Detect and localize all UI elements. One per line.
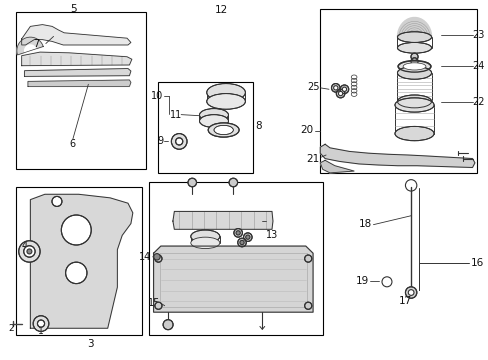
Ellipse shape (65, 262, 87, 284)
Ellipse shape (155, 255, 162, 262)
Text: 16: 16 (470, 258, 483, 268)
Ellipse shape (331, 84, 339, 92)
Text: 1: 1 (38, 327, 44, 336)
Text: 4: 4 (21, 242, 28, 251)
Ellipse shape (394, 126, 433, 141)
Ellipse shape (163, 320, 173, 330)
Ellipse shape (153, 253, 160, 260)
Ellipse shape (243, 233, 252, 242)
Text: 3: 3 (87, 339, 94, 348)
Text: 21: 21 (305, 154, 319, 163)
Bar (148, 182, 322, 336)
Ellipse shape (405, 287, 416, 298)
Text: 19: 19 (355, 276, 368, 287)
Text: 18: 18 (359, 219, 372, 229)
Text: 22: 22 (471, 97, 484, 107)
Bar (320, 9, 476, 173)
Ellipse shape (61, 215, 91, 245)
Text: 5: 5 (70, 4, 77, 14)
Text: 8: 8 (255, 121, 261, 131)
Ellipse shape (394, 98, 433, 112)
Text: 24: 24 (471, 61, 484, 71)
Ellipse shape (407, 290, 413, 296)
Polygon shape (17, 37, 43, 55)
Ellipse shape (245, 235, 249, 239)
Polygon shape (30, 194, 133, 328)
Ellipse shape (155, 302, 162, 309)
Polygon shape (153, 246, 312, 312)
Ellipse shape (208, 123, 239, 137)
Polygon shape (397, 18, 431, 37)
Ellipse shape (52, 197, 62, 206)
Ellipse shape (206, 84, 245, 102)
Polygon shape (320, 160, 353, 173)
Text: 12: 12 (214, 5, 227, 15)
Ellipse shape (236, 231, 240, 235)
Ellipse shape (397, 42, 431, 53)
Text: 2: 2 (8, 324, 14, 333)
Text: 10: 10 (151, 91, 163, 101)
Text: 7: 7 (33, 39, 39, 49)
Ellipse shape (171, 134, 186, 149)
Ellipse shape (397, 95, 431, 108)
Ellipse shape (402, 63, 425, 70)
Text: 23: 23 (471, 30, 484, 40)
Ellipse shape (38, 320, 44, 327)
Ellipse shape (19, 241, 40, 262)
Ellipse shape (333, 86, 337, 90)
Polygon shape (21, 24, 131, 45)
Polygon shape (24, 68, 131, 76)
Polygon shape (173, 211, 272, 229)
Ellipse shape (190, 230, 219, 243)
Ellipse shape (410, 58, 417, 65)
Ellipse shape (397, 66, 431, 79)
Text: 25: 25 (306, 82, 319, 92)
Ellipse shape (33, 316, 49, 332)
Text: 14: 14 (139, 252, 151, 262)
Ellipse shape (199, 109, 228, 121)
Bar (158, 82, 252, 173)
Ellipse shape (338, 91, 342, 96)
Ellipse shape (214, 125, 233, 135)
Text: 9: 9 (157, 136, 163, 146)
Ellipse shape (187, 178, 196, 187)
Ellipse shape (336, 89, 344, 98)
Ellipse shape (199, 114, 228, 127)
Text: 20: 20 (299, 125, 312, 135)
Text: 17: 17 (398, 296, 411, 306)
Ellipse shape (397, 61, 430, 72)
Ellipse shape (228, 178, 237, 187)
Polygon shape (320, 144, 474, 167)
Polygon shape (21, 52, 132, 66)
Ellipse shape (190, 237, 219, 249)
Ellipse shape (233, 229, 242, 237)
Text: 15: 15 (147, 298, 160, 308)
Ellipse shape (410, 53, 417, 60)
Ellipse shape (237, 238, 246, 247)
Ellipse shape (175, 138, 183, 145)
Ellipse shape (397, 32, 431, 42)
Bar (16, 12, 146, 169)
Text: 13: 13 (265, 230, 278, 240)
Bar (16, 187, 141, 336)
Ellipse shape (206, 94, 245, 109)
Ellipse shape (27, 249, 32, 254)
Polygon shape (28, 80, 131, 86)
Ellipse shape (342, 87, 346, 91)
Text: 11: 11 (169, 110, 182, 120)
Ellipse shape (304, 302, 311, 309)
Ellipse shape (240, 240, 244, 245)
Ellipse shape (340, 85, 348, 94)
Ellipse shape (24, 246, 35, 257)
Text: 6: 6 (70, 139, 76, 149)
Ellipse shape (304, 255, 311, 262)
